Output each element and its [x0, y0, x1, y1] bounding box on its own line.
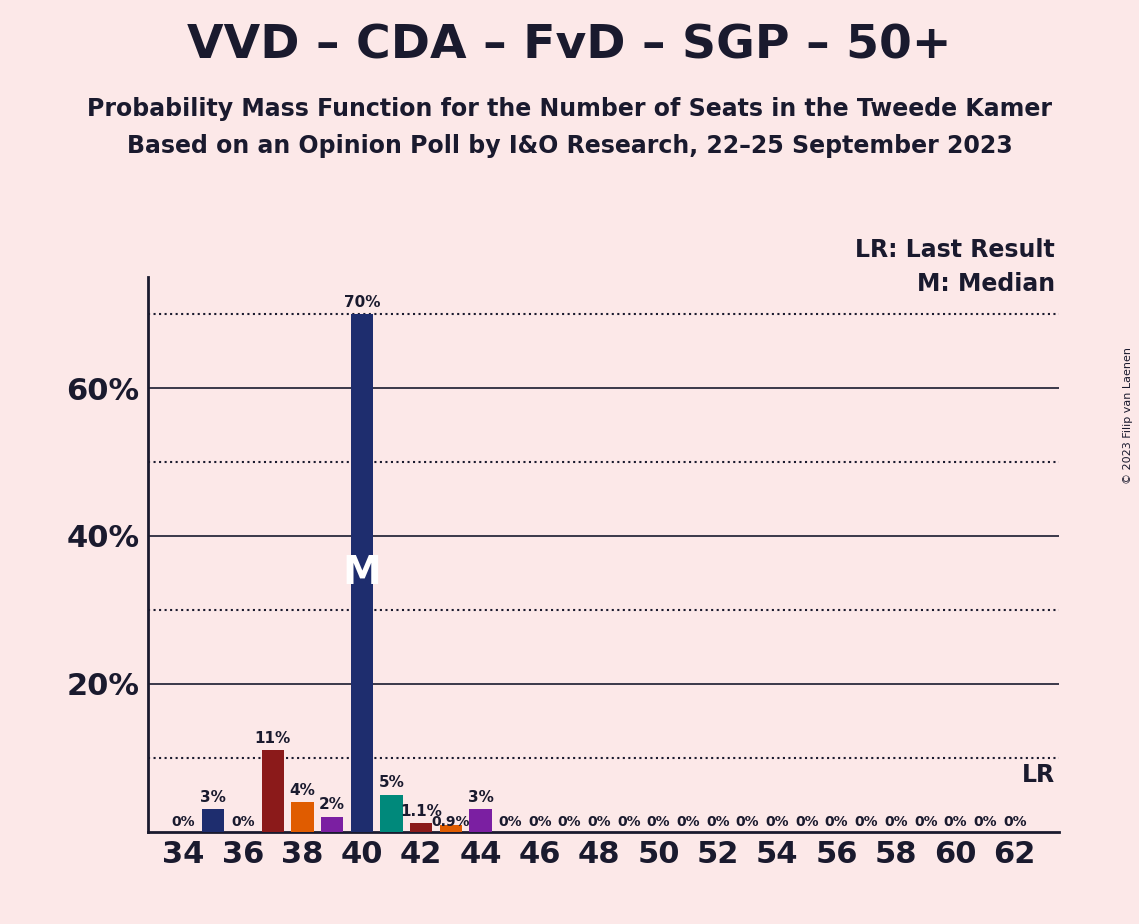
Text: 11%: 11% — [255, 731, 290, 746]
Text: M: M — [343, 553, 382, 592]
Text: 0%: 0% — [528, 815, 551, 829]
Text: 4%: 4% — [289, 783, 316, 797]
Bar — [321, 817, 343, 832]
Text: 0%: 0% — [706, 815, 730, 829]
Bar — [380, 795, 402, 832]
Text: 0%: 0% — [617, 815, 641, 829]
Text: 0%: 0% — [913, 815, 937, 829]
Text: LR: LR — [1022, 763, 1055, 787]
Text: 0.9%: 0.9% — [432, 815, 470, 829]
Bar — [262, 750, 284, 832]
Text: 0%: 0% — [736, 815, 760, 829]
Text: 0%: 0% — [499, 815, 522, 829]
Text: 0%: 0% — [854, 815, 878, 829]
Text: Based on an Opinion Poll by I&O Research, 22–25 September 2023: Based on an Opinion Poll by I&O Research… — [126, 134, 1013, 158]
Bar — [203, 809, 224, 832]
Text: 0%: 0% — [172, 815, 196, 829]
Text: M: Median: M: Median — [917, 272, 1055, 296]
Text: 5%: 5% — [378, 775, 404, 790]
Bar — [469, 809, 492, 832]
Text: 0%: 0% — [765, 815, 789, 829]
Text: 0%: 0% — [1003, 815, 1026, 829]
Text: 0%: 0% — [588, 815, 611, 829]
Bar — [351, 314, 372, 832]
Text: 3%: 3% — [200, 790, 227, 805]
Text: 0%: 0% — [884, 815, 908, 829]
Text: 0%: 0% — [558, 815, 581, 829]
Text: 2%: 2% — [319, 797, 345, 812]
Text: 0%: 0% — [647, 815, 671, 829]
Bar — [440, 825, 462, 832]
Text: VVD – CDA – FvD – SGP – 50+: VVD – CDA – FvD – SGP – 50+ — [187, 23, 952, 68]
Bar — [292, 802, 313, 832]
Text: 0%: 0% — [231, 815, 255, 829]
Text: © 2023 Filip van Laenen: © 2023 Filip van Laenen — [1123, 347, 1133, 484]
Text: 0%: 0% — [825, 815, 849, 829]
Text: 0%: 0% — [943, 815, 967, 829]
Text: 0%: 0% — [973, 815, 997, 829]
Bar — [410, 823, 433, 832]
Text: 3%: 3% — [467, 790, 493, 805]
Text: LR: Last Result: LR: Last Result — [855, 238, 1055, 262]
Text: 0%: 0% — [795, 815, 819, 829]
Text: 0%: 0% — [677, 815, 700, 829]
Text: 70%: 70% — [344, 295, 380, 310]
Text: 1.1%: 1.1% — [400, 804, 442, 819]
Text: Probability Mass Function for the Number of Seats in the Tweede Kamer: Probability Mass Function for the Number… — [87, 97, 1052, 121]
